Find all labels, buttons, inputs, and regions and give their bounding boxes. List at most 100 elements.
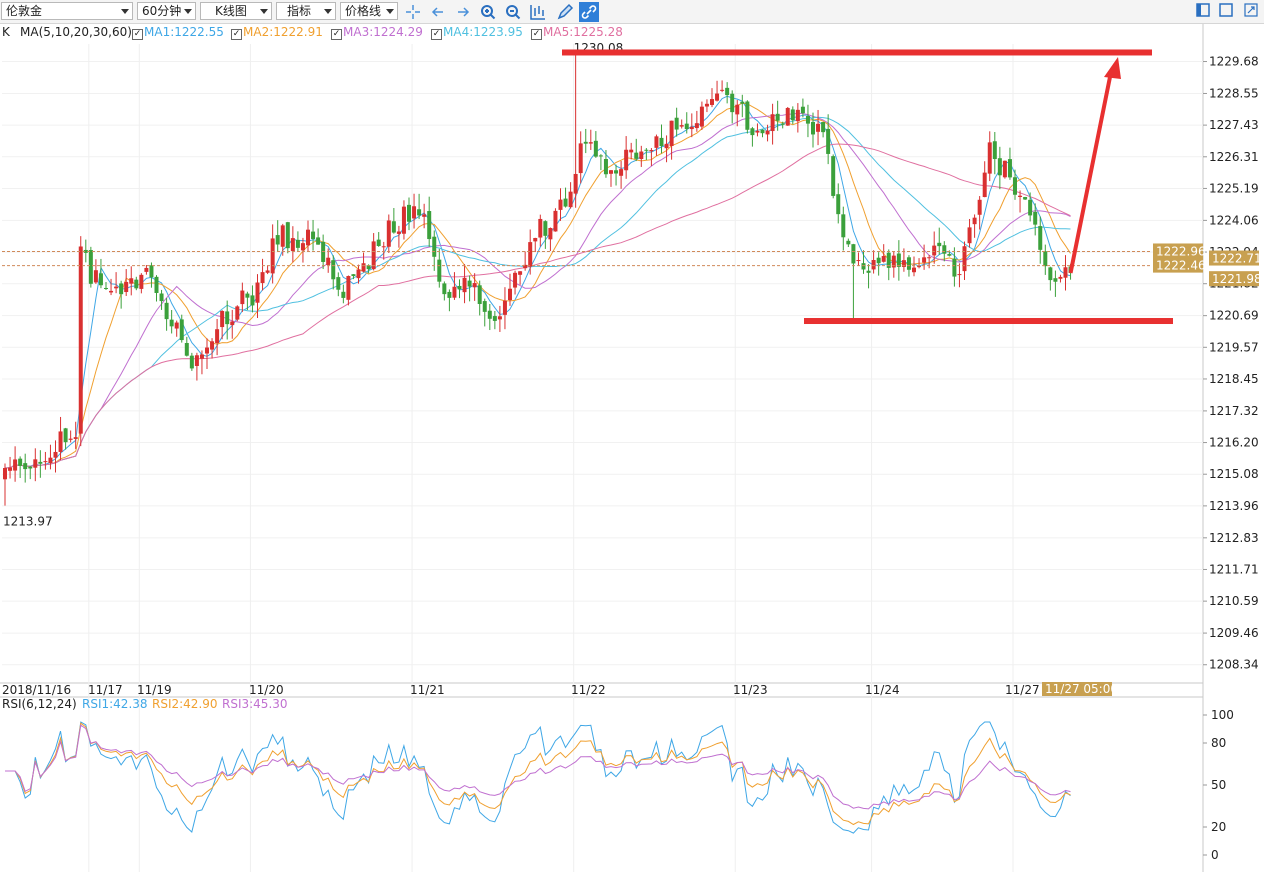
candle-body	[225, 311, 230, 325]
candle-body	[912, 267, 916, 273]
candle-body	[179, 319, 184, 341]
x-tick-label: 11/19	[137, 683, 172, 697]
candle-body	[98, 273, 103, 286]
ma5-label: MA5:1225.28	[543, 25, 623, 39]
ma-legend-item-ma4[interactable]: ✓ MA4:1223.95	[431, 24, 523, 40]
candle-body	[447, 291, 452, 298]
ma-line-1	[4, 95, 1071, 469]
x-tick-label: 11/27	[1005, 683, 1040, 697]
candle-body	[528, 242, 533, 267]
checkbox-icon[interactable]: ✓	[531, 29, 542, 40]
y-tick-label: 1227.43	[1209, 118, 1259, 132]
candle-body	[841, 214, 846, 238]
candle-body	[250, 295, 255, 306]
candle-body	[861, 263, 866, 270]
x-tick-label: 11/17	[88, 683, 123, 697]
ma-legend-item-ma5[interactable]: ✓ MA5:1225.28	[531, 24, 623, 40]
arrow-right-icon[interactable]	[453, 2, 473, 22]
rsi1-label: RSI1:42.38	[82, 697, 148, 711]
rsi-legend-params: RSI(6,12,24)	[2, 697, 77, 711]
candle-body	[351, 274, 356, 277]
candle-body	[906, 257, 911, 270]
candle-body	[265, 270, 270, 273]
candle-body	[295, 239, 300, 248]
candle-body	[452, 286, 457, 298]
candle-body	[205, 347, 209, 354]
indicator-select[interactable]: 指标	[276, 2, 336, 20]
candle-body	[457, 285, 462, 290]
candle-body	[119, 283, 124, 295]
y-tick-label: 1219.57	[1209, 340, 1259, 354]
support-line	[804, 318, 1173, 325]
period-select[interactable]: 60分钟	[137, 2, 196, 20]
bar-chart-icon[interactable]	[528, 2, 548, 22]
candle-body	[114, 286, 119, 289]
ma-legend-params: MA(5,10,20,30,60)	[20, 25, 132, 39]
chart-kind-select[interactable]: K线图	[200, 2, 272, 20]
y-tick-label: 1220.69	[1209, 309, 1259, 323]
y-tick-label: 1226.31	[1209, 150, 1259, 164]
ma-line-5	[4, 143, 1071, 469]
candle-body	[513, 272, 518, 288]
candle-body	[664, 143, 669, 149]
candle-body	[18, 458, 23, 466]
candle-body	[785, 107, 790, 126]
layout-single-icon[interactable]	[1219, 3, 1233, 17]
candle-body	[593, 140, 598, 157]
price-tag: 1222.46	[1156, 259, 1206, 273]
candle-body	[800, 106, 805, 114]
y-tick-label: 1216.20	[1209, 436, 1259, 450]
checkbox-icon[interactable]: ✓	[331, 29, 342, 40]
symbol-select[interactable]: 伦敦金	[1, 2, 133, 20]
candle-body	[674, 117, 679, 130]
candle-body	[856, 260, 861, 262]
candle-body	[1013, 177, 1017, 195]
layout-split-icon[interactable]	[1196, 3, 1210, 17]
candle-body	[967, 227, 972, 244]
x-tick-label: 11/20	[249, 683, 284, 697]
candle-body	[548, 227, 553, 240]
candle-body	[760, 129, 765, 134]
candle-body	[992, 141, 997, 160]
candle-body	[942, 245, 947, 254]
ma-line-3	[4, 112, 1071, 469]
expand-icon[interactable]	[1244, 3, 1258, 17]
candle-body	[891, 255, 896, 268]
zoom-out-icon[interactable]	[503, 2, 523, 22]
ma-legend-item-ma1[interactable]: ✓ MA1:1222.55	[132, 24, 224, 40]
candle-body	[442, 283, 447, 295]
checkbox-icon[interactable]: ✓	[231, 29, 242, 40]
checkbox-icon[interactable]: ✓	[132, 29, 143, 40]
resistance-line	[562, 49, 1152, 56]
candle-body	[558, 199, 563, 210]
ma-line-4	[4, 116, 1071, 469]
checkbox-icon[interactable]: ✓	[431, 29, 442, 40]
candle-body	[1043, 251, 1048, 267]
candle-body	[341, 291, 346, 298]
ma-legend-item-ma2[interactable]: ✓ MA2:1222.91	[231, 24, 323, 40]
pen-icon[interactable]	[555, 2, 575, 22]
candle-body	[255, 282, 260, 303]
line-type-select[interactable]: 价格线	[340, 2, 398, 20]
candle-body	[1018, 195, 1023, 197]
candle-body	[83, 249, 88, 253]
zoom-in-icon[interactable]	[478, 2, 498, 22]
candle-body	[8, 467, 13, 471]
crosshair-icon[interactable]	[403, 2, 423, 22]
link-icon[interactable]	[579, 2, 599, 22]
candle-body	[487, 310, 492, 319]
candle-body	[381, 246, 386, 248]
candle-body	[220, 311, 225, 328]
arrow-left-icon[interactable]	[428, 2, 448, 22]
ma4-label: MA4:1223.95	[443, 25, 523, 39]
price-tag-bg	[1153, 243, 1203, 259]
candle-body	[174, 322, 179, 329]
ma-legend-item-ma3[interactable]: ✓ MA3:1224.29	[331, 24, 423, 40]
candle-body	[735, 104, 740, 115]
candles	[3, 50, 1073, 506]
candle-body	[467, 280, 472, 287]
candle-body	[407, 204, 411, 222]
candle-body	[972, 217, 977, 225]
rsi-y-tick-label: 80	[1211, 736, 1226, 750]
